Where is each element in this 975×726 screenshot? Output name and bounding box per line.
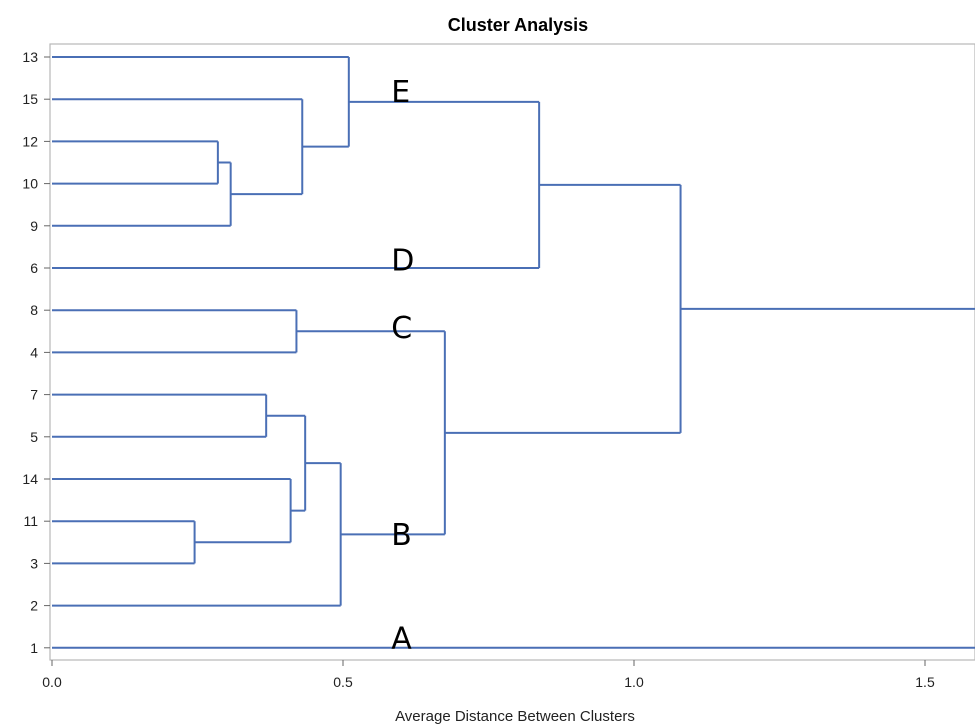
y-tick-label: 5 (30, 429, 38, 445)
y-tick-label: 6 (30, 260, 38, 276)
x-tick-label: 0.5 (333, 674, 353, 690)
y-tick-label: 8 (30, 302, 38, 318)
y-tick-label: 7 (30, 387, 38, 403)
y-tick-label: 10 (22, 176, 38, 192)
x-tick-label: 1.5 (915, 674, 935, 690)
cluster-label: A (391, 621, 412, 656)
dendrogram-links (52, 56, 975, 649)
y-tick-label: 9 (30, 218, 38, 234)
cluster-label: C (391, 311, 412, 346)
x-tick-label: 1.0 (624, 674, 644, 690)
x-axis-label: Average Distance Between Clusters (395, 708, 635, 725)
y-tick-label: 4 (30, 344, 38, 360)
y-tick-label: 2 (30, 598, 38, 614)
y-tick-label: 12 (22, 133, 38, 149)
y-tick-label: 3 (30, 555, 38, 571)
chart-title: Cluster Analysis (448, 15, 588, 35)
x-axis: 0.0 0.5 1.0 1.5 (42, 660, 935, 690)
y-tick-label: 1 (30, 640, 38, 656)
y-tick-label: 15 (22, 91, 38, 107)
cluster-label: D (391, 244, 414, 279)
y-tick-label: 14 (22, 471, 38, 487)
cluster-label: E (391, 75, 410, 110)
y-tick-label: 11 (23, 513, 38, 529)
y-axis: 13 15 12 10 9 6 8 4 7 5 14 11 3 2 1 (22, 49, 50, 656)
x-tick-label: 0.0 (42, 674, 62, 690)
cluster-annotations: E DC B A (391, 75, 414, 656)
y-tick-label: 13 (22, 49, 38, 65)
cluster-label: B (391, 518, 412, 553)
